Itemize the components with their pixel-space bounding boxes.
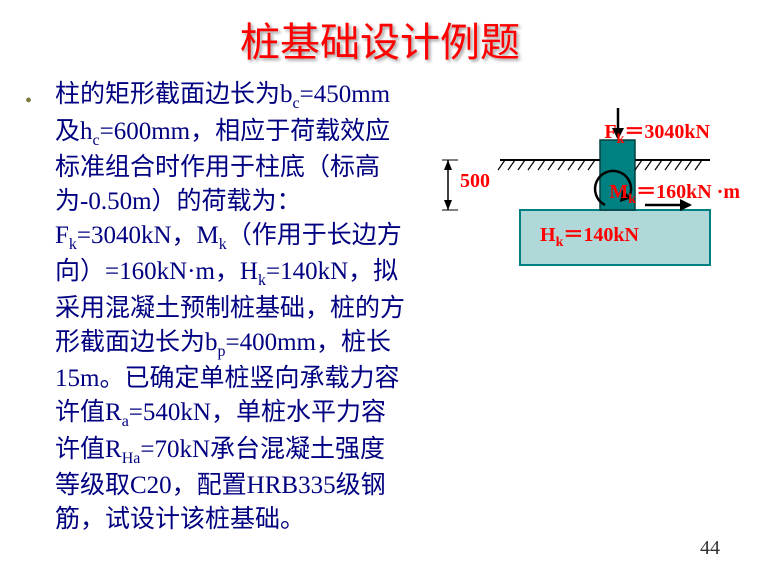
label-mk: Mk＝160kN ·m xyxy=(609,175,740,208)
label-depth: 500 xyxy=(460,170,490,193)
label-hk: Hk＝140kN xyxy=(540,218,639,251)
label-fk: Fk＝3040kN xyxy=(604,115,710,148)
dim-arrow-bottom xyxy=(444,200,452,210)
ground-hatch-right xyxy=(635,160,702,170)
page-number: 44 xyxy=(700,537,720,560)
bullet-point: • xyxy=(25,90,32,113)
ground-hatch-left xyxy=(498,160,595,170)
slide-title: 桩基础设计例题 xyxy=(0,0,760,68)
dim-arrow-top xyxy=(444,160,452,170)
structural-diagram: Fk＝3040kN Mk＝160kN ·m Hk＝140kN 500 xyxy=(430,100,740,300)
problem-text: 柱的矩形截面边长为bc=450mm及hc=600mm，相应于荷载效应标准组合时作… xyxy=(35,78,405,537)
